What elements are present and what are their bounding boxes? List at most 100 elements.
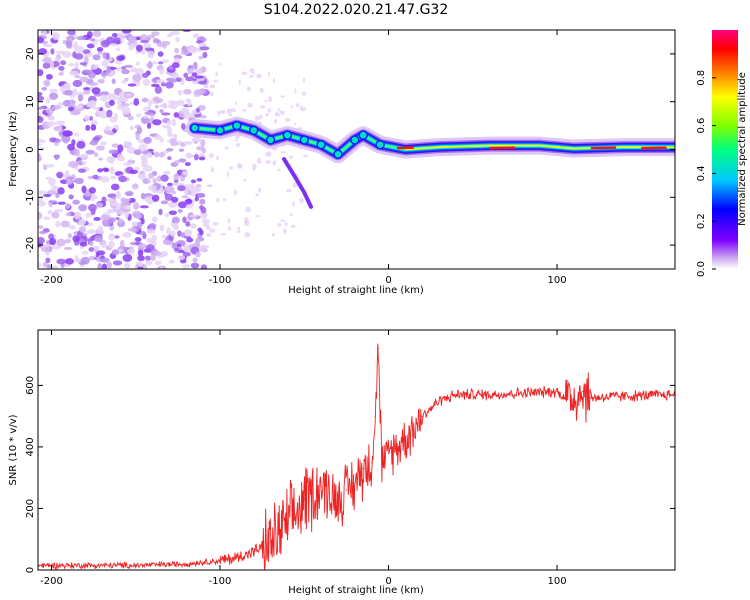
noise-blob — [219, 62, 222, 66]
noise-blob — [78, 204, 88, 212]
noise-blob — [94, 234, 103, 243]
noise-blob — [124, 262, 131, 269]
noise-blob — [148, 184, 157, 191]
noise-blob — [142, 106, 152, 112]
noise-blob — [68, 225, 76, 230]
noise-blob — [272, 78, 276, 84]
noise-blob — [159, 109, 164, 113]
noise-blob — [126, 146, 136, 154]
noise-blob — [208, 153, 215, 158]
noise-blob — [151, 216, 158, 223]
noise-blob — [129, 125, 135, 131]
noise-blob — [38, 200, 47, 207]
noise-blob — [50, 48, 55, 55]
noise-blob — [303, 154, 308, 158]
noise-blob — [265, 151, 272, 158]
noise-blob — [189, 214, 198, 218]
noise-blob — [302, 77, 306, 83]
noise-blob — [185, 154, 196, 158]
spectrogram-ytick-label: -10 — [25, 189, 36, 205]
noise-blob — [72, 79, 83, 88]
noise-blob — [177, 89, 183, 96]
noise-blob — [181, 195, 189, 199]
noise-blob — [51, 105, 60, 111]
noise-blob — [140, 218, 145, 225]
noise-blob — [45, 73, 53, 80]
colorbar — [712, 30, 738, 269]
noise-blob — [38, 95, 45, 102]
noise-blob — [123, 162, 133, 166]
noise-blob — [154, 85, 163, 94]
snr-point — [522, 392, 524, 394]
noise-blob — [144, 255, 151, 261]
noise-blob — [199, 211, 208, 220]
noise-blob — [284, 117, 291, 122]
noise-blob — [54, 154, 59, 161]
noise-blob — [150, 83, 160, 88]
noise-blob — [170, 141, 179, 147]
noise-blob — [39, 230, 47, 235]
ridge-blob — [316, 139, 326, 150]
noise-blob — [247, 102, 254, 108]
noise-blob — [85, 149, 95, 155]
noise-blob — [79, 62, 88, 66]
noise-blob — [120, 197, 127, 203]
noise-blob — [137, 126, 143, 135]
noise-blob — [174, 47, 179, 54]
noise-blob — [101, 196, 107, 203]
noise-blob — [38, 153, 41, 162]
snr-axes: -200 -100 0 100 0 200 400 600 — [25, 330, 675, 587]
noise-blob — [72, 199, 80, 205]
noise-blob — [100, 141, 107, 146]
noise-blob — [63, 83, 70, 89]
noise-blob — [65, 212, 72, 217]
noise-blob — [181, 122, 186, 130]
noise-blob — [116, 47, 121, 52]
noise-blob — [153, 135, 162, 140]
noise-blob — [194, 240, 201, 248]
noise-blob — [124, 64, 133, 68]
spectrogram-ytick-label: 20 — [25, 48, 36, 61]
noise-blob — [65, 202, 71, 210]
noise-blob — [93, 152, 99, 158]
noise-blob — [288, 155, 294, 159]
noise-blob — [107, 209, 114, 213]
noise-blob — [244, 217, 249, 223]
noise-blob — [185, 204, 193, 209]
noise-blob — [117, 98, 123, 106]
noise-blob — [65, 169, 70, 176]
ridge-blob — [215, 125, 225, 136]
noise-blob — [108, 233, 116, 241]
noise-blob — [139, 205, 149, 209]
noise-blob — [198, 55, 204, 60]
noise-blob — [174, 247, 180, 252]
noise-blob — [42, 216, 51, 220]
noise-blob — [131, 221, 139, 227]
noise-blob — [67, 143, 75, 151]
noise-blob — [147, 99, 152, 108]
noise-blob — [184, 162, 191, 167]
noise-blob — [284, 221, 288, 227]
noise-blob — [109, 43, 118, 47]
noise-blob — [157, 51, 164, 57]
noise-blob — [106, 109, 113, 118]
noise-blob — [115, 190, 122, 199]
noise-blob — [151, 194, 160, 202]
snr-point — [384, 464, 386, 466]
noise-blob — [95, 145, 105, 151]
noise-blob — [56, 171, 64, 178]
colorbar-tick-label: 0.6 — [696, 118, 707, 134]
noise-blob — [88, 116, 94, 121]
noise-blob — [197, 227, 203, 232]
noise-blob — [258, 187, 262, 193]
snr-ytick-label: 600 — [25, 376, 36, 395]
noise-blob — [199, 114, 207, 119]
noise-blob — [195, 251, 201, 258]
noise-blob — [168, 210, 178, 216]
snr-point — [421, 415, 423, 417]
noise-blob — [246, 86, 252, 92]
noise-blob — [144, 260, 153, 266]
noise-blob — [182, 171, 188, 176]
noise-blob — [48, 200, 58, 204]
noise-blob — [124, 191, 133, 197]
